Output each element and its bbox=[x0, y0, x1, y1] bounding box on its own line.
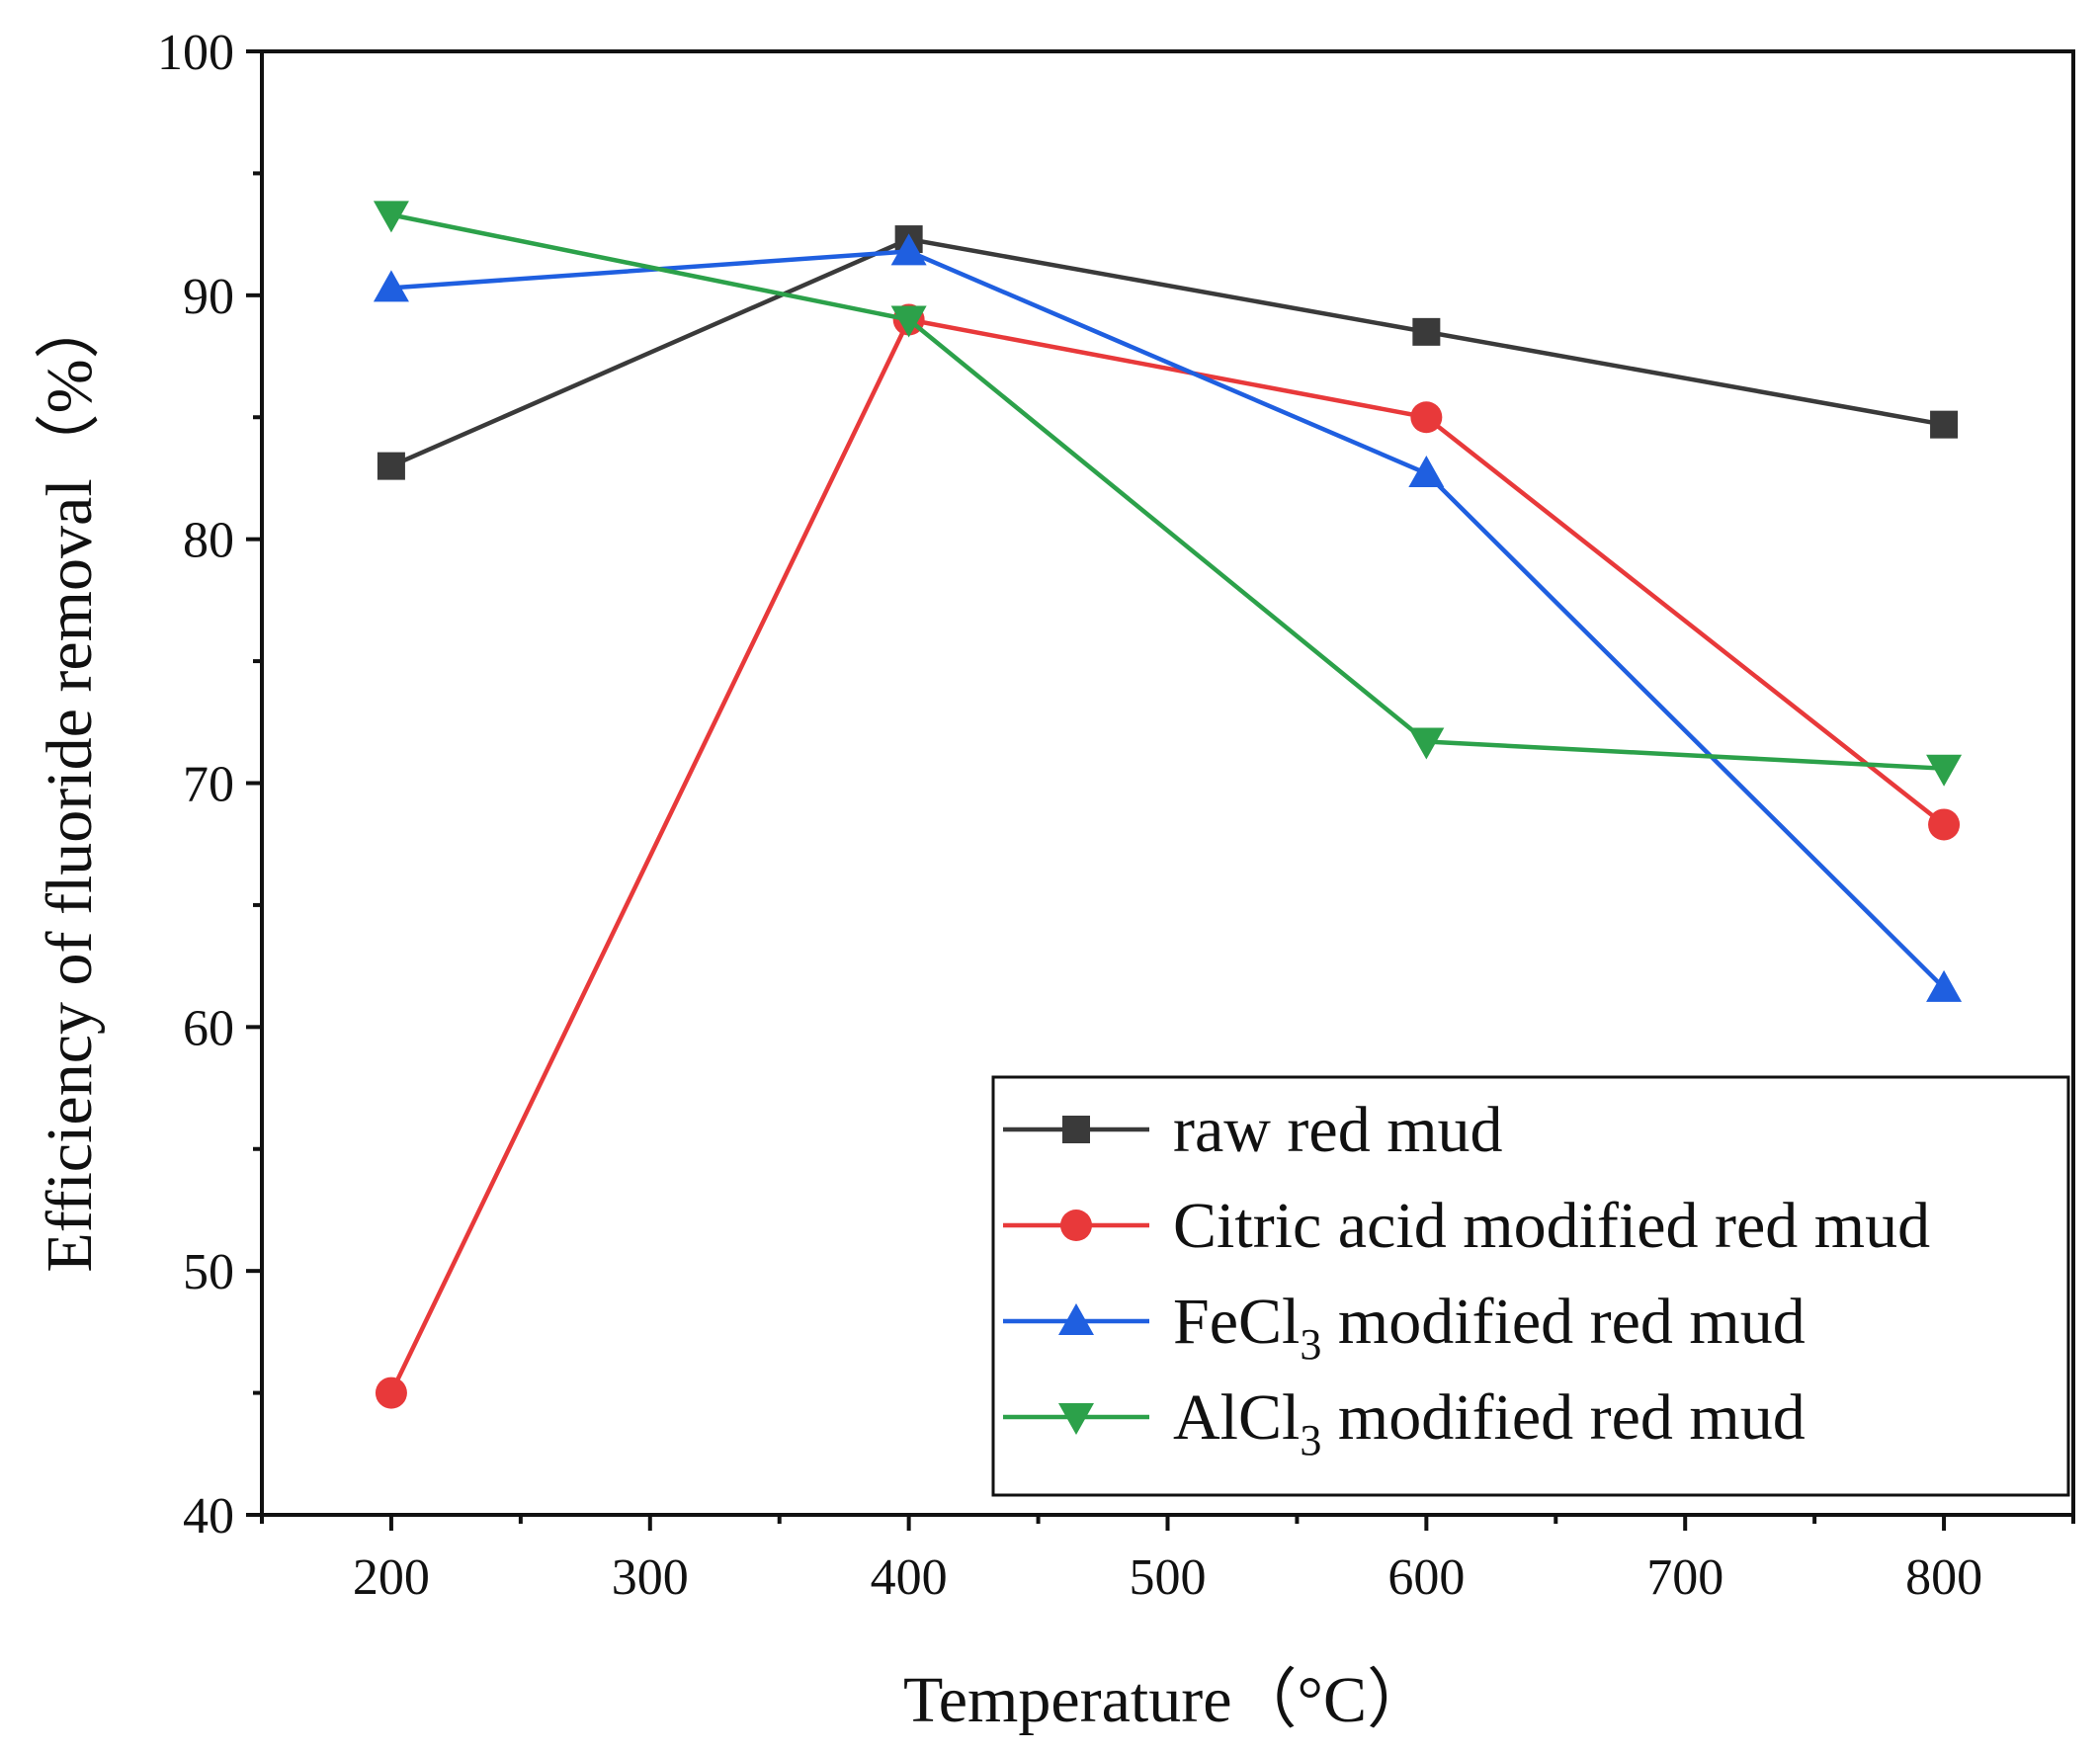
data-point bbox=[1926, 754, 1963, 787]
legend-label: AlCl3 modified red mud bbox=[1173, 1381, 1806, 1464]
legend: raw red mud Citric acid modified red mud F… bbox=[991, 1075, 2070, 1497]
legend-label: FeCl3 modified red mud bbox=[1173, 1286, 1806, 1369]
data-point bbox=[375, 1377, 407, 1409]
data-point bbox=[1926, 969, 1963, 1002]
legend-marker bbox=[1058, 1403, 1094, 1435]
legend-item: raw red mud bbox=[1003, 1094, 1503, 1166]
y-tick-label: 70 bbox=[183, 757, 234, 813]
series-line bbox=[390, 236, 1945, 468]
x-tick-label: 600 bbox=[1387, 1549, 1465, 1606]
y-tick-label: 80 bbox=[183, 513, 234, 569]
y-tick-label: 50 bbox=[183, 1244, 234, 1300]
series-line bbox=[390, 212, 1945, 771]
data-point bbox=[1412, 317, 1441, 346]
data-point bbox=[373, 270, 409, 302]
x-axis-title: Temperature（°C） bbox=[903, 1664, 1432, 1736]
data-point bbox=[1408, 456, 1445, 488]
y-tick-label: 100 bbox=[157, 25, 234, 81]
series-3 bbox=[373, 201, 1963, 787]
legend-item: AlCl3 modified red mud bbox=[1003, 1381, 1806, 1464]
axes: 200 300 400 500 600 700 800 40 50 60 70 80 90 100 bbox=[157, 25, 2075, 1606]
legend-item: Citric acid modified red mud bbox=[1003, 1190, 1930, 1262]
data-point bbox=[890, 233, 927, 266]
data-point bbox=[1408, 727, 1445, 760]
legend-box bbox=[991, 1075, 2070, 1497]
series-layer bbox=[373, 201, 1963, 1409]
data-point bbox=[890, 305, 927, 338]
legend-label: Citric acid modified red mud bbox=[1173, 1190, 1930, 1262]
y-axis-title: Efficiency of fluoride removal（%） bbox=[34, 293, 106, 1272]
legend-marker bbox=[1062, 1116, 1090, 1143]
data-point bbox=[1930, 410, 1959, 439]
legend-marker bbox=[1058, 1303, 1094, 1335]
data-point bbox=[373, 201, 409, 233]
x-tick-label: 200 bbox=[353, 1549, 430, 1606]
x-tick-label: 700 bbox=[1646, 1549, 1723, 1606]
x-tick-label: 500 bbox=[1130, 1549, 1207, 1606]
y-tick-label: 40 bbox=[183, 1488, 234, 1544]
legend-label: raw red mud bbox=[1173, 1094, 1503, 1166]
legend-marker bbox=[1060, 1210, 1092, 1241]
data-point bbox=[1928, 808, 1961, 841]
x-tick-label: 300 bbox=[612, 1549, 689, 1606]
legend-item: FeCl3 modified red mud bbox=[1003, 1286, 1806, 1369]
y-tick-label: 90 bbox=[183, 269, 234, 325]
series-line bbox=[388, 317, 1946, 1394]
series-line bbox=[390, 249, 1946, 990]
data-point bbox=[377, 452, 405, 480]
x-tick-label: 800 bbox=[1905, 1549, 1982, 1606]
y-tick-label: 60 bbox=[183, 1000, 234, 1056]
series-2 bbox=[373, 233, 1963, 1002]
data-point bbox=[1410, 401, 1443, 434]
x-tick-label: 400 bbox=[871, 1549, 948, 1606]
series-0 bbox=[377, 225, 1959, 480]
